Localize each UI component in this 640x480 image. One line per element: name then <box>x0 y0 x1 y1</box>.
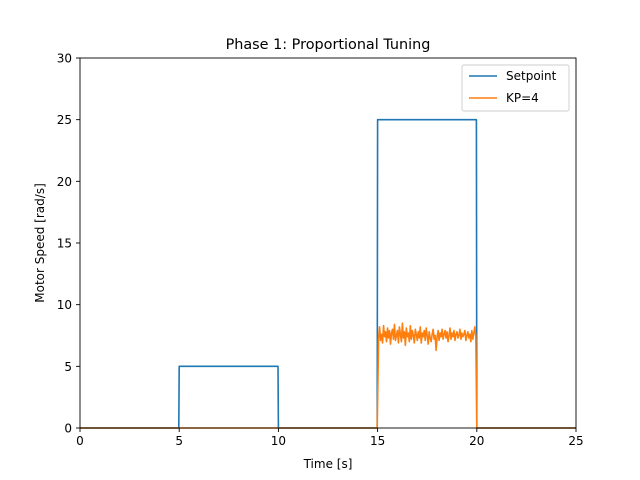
y-tick-label: 10 <box>57 298 72 312</box>
y-axis-label: Motor Speed [rad/s] <box>33 183 47 302</box>
x-tick-label: 0 <box>76 434 84 448</box>
x-tick-label: 10 <box>271 434 286 448</box>
x-tick-label: 15 <box>370 434 385 448</box>
legend-label-setpoint: Setpoint <box>506 69 557 83</box>
y-tick-label: 25 <box>57 113 72 127</box>
y-axis-ticks: 0 5 10 15 20 25 30 <box>57 52 80 436</box>
chart-title: Phase 1: Proportional Tuning <box>226 37 431 53</box>
legend-label-kp4: KP=4 <box>506 91 539 105</box>
y-tick-label: 20 <box>57 175 72 189</box>
legend: Setpoint KP=4 <box>461 64 570 112</box>
y-tick-label: 0 <box>64 422 72 436</box>
x-axis-label: Time [s] <box>303 457 353 471</box>
x-axis-ticks: 0 5 10 15 20 25 <box>76 428 584 448</box>
y-tick-label: 30 <box>57 52 72 66</box>
y-tick-label: 5 <box>64 360 72 374</box>
x-tick-label: 5 <box>175 434 183 448</box>
x-tick-label: 20 <box>469 434 484 448</box>
series-line-1 <box>80 322 576 429</box>
x-tick-label: 25 <box>568 434 583 448</box>
y-tick-label: 15 <box>57 237 72 251</box>
